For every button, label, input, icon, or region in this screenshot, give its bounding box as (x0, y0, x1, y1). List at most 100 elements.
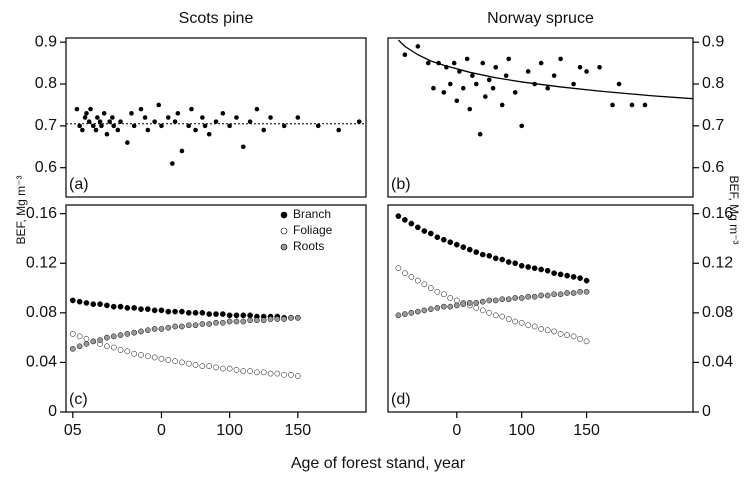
series-point (69, 297, 76, 304)
data-point (159, 123, 164, 129)
series-point (274, 370, 281, 377)
series-point (479, 298, 486, 305)
data-point (186, 123, 192, 129)
series-point (179, 323, 185, 330)
series-point (447, 239, 454, 246)
series-point (138, 306, 144, 312)
data-point (84, 111, 89, 116)
series-point (402, 270, 408, 277)
series-point (110, 303, 117, 310)
data-point (425, 60, 431, 66)
data-point (473, 81, 479, 87)
series-point (421, 307, 428, 314)
series-point (219, 365, 226, 372)
series-point (583, 338, 590, 345)
series-point (151, 354, 158, 361)
series-point (117, 303, 124, 310)
series-point (294, 373, 301, 379)
series-point (90, 338, 97, 345)
series-point (76, 298, 83, 305)
y-tick-label: 0.16 (26, 205, 57, 222)
series-point (466, 300, 473, 306)
series-point (131, 329, 138, 336)
series-point (440, 236, 447, 243)
data-point (110, 115, 115, 120)
series-point (499, 313, 506, 320)
y-tick-label: 0.08 (26, 304, 57, 321)
series-point (421, 281, 428, 288)
series-point (233, 367, 240, 373)
series-point (199, 363, 206, 369)
data-point (234, 115, 239, 120)
data-point (90, 123, 96, 129)
series-point (395, 265, 402, 272)
data-point (88, 106, 93, 112)
data-point (240, 144, 246, 150)
data-point (170, 161, 175, 166)
series-point (288, 371, 294, 378)
series-point (206, 321, 213, 327)
x-tick-label: 100 (508, 422, 535, 439)
plot-frame (387, 204, 694, 413)
series-point (434, 305, 441, 311)
data-point (551, 73, 557, 78)
data-point (642, 102, 648, 108)
series-point (427, 230, 434, 237)
series-point (415, 224, 421, 231)
data-point (315, 123, 321, 129)
series-point (544, 327, 551, 334)
series-point (427, 285, 434, 291)
data-point (431, 85, 436, 91)
panel-label: (c) (69, 391, 88, 408)
y-tick-label: 0.7 (702, 117, 724, 134)
series-point (138, 328, 144, 335)
series-point (434, 234, 441, 241)
series-point (124, 305, 131, 311)
series-point (570, 274, 577, 280)
series-point (226, 365, 233, 372)
series-point (492, 312, 499, 319)
data-point (490, 85, 496, 91)
data-point (451, 60, 457, 66)
series-point (281, 371, 288, 378)
data-point (457, 69, 462, 74)
series-point (531, 265, 538, 272)
panel-label: (b) (391, 176, 411, 193)
series-point (219, 319, 226, 326)
data-point (597, 64, 602, 70)
y-axis-label: BEF, Mg m⁻³ (14, 175, 28, 244)
series-point (247, 317, 253, 324)
y-tick-label: 0.8 (702, 75, 724, 92)
legend-label: Foliage (293, 223, 333, 237)
data-point (470, 73, 475, 78)
y-tick-label: 0.9 (702, 33, 724, 50)
data-point (558, 56, 563, 62)
series-point (172, 308, 178, 315)
data-point (101, 111, 107, 116)
series-point (525, 264, 532, 270)
series-point (577, 336, 583, 342)
series-point (288, 314, 294, 321)
fit-curve (397, 39, 693, 100)
series-point (512, 295, 519, 301)
y-axis-label: BEF, Mg m⁻³ (727, 175, 741, 244)
data-point (247, 119, 253, 124)
x-axis-label: Age of forest stand, year (291, 455, 466, 472)
series-point (213, 311, 219, 317)
series-point (434, 288, 441, 295)
data-point (402, 52, 408, 58)
series-point (247, 368, 253, 374)
data-point (189, 106, 194, 112)
series-point (97, 301, 103, 308)
series-point (192, 322, 199, 329)
data-point (467, 106, 473, 112)
data-point (145, 127, 151, 133)
series-point (83, 300, 90, 306)
series-point (492, 255, 499, 262)
series-point (583, 288, 590, 295)
series-point (415, 308, 421, 315)
data-point (629, 102, 635, 108)
data-point (74, 106, 80, 112)
series-point (110, 333, 117, 340)
series-point (172, 358, 178, 365)
